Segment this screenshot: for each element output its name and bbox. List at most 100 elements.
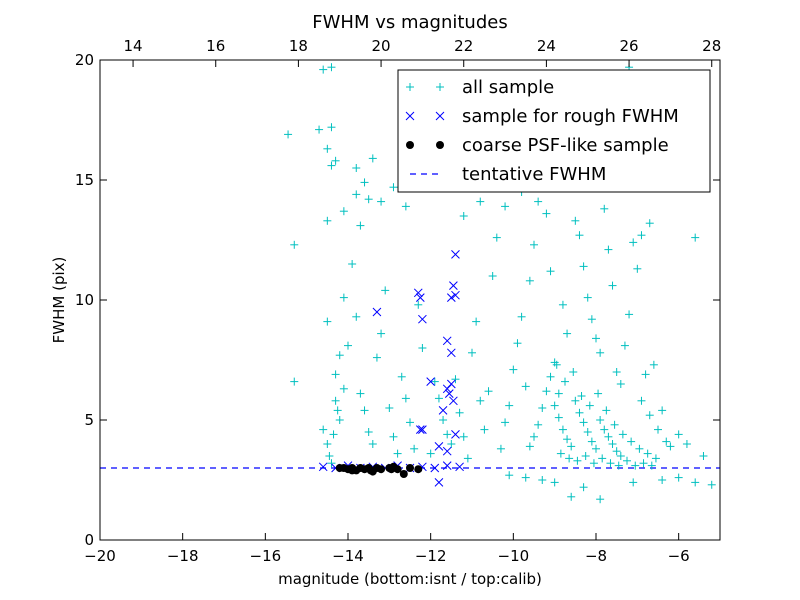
legend-item-1: sample for rough FWHM [405,106,679,127]
all-sample-point-168 [561,377,569,386]
all-sample-point-119 [501,202,510,211]
all-sample-point-1 [290,240,299,249]
all-sample-point-64 [480,425,489,434]
legend-marker-b-1 [435,111,445,121]
rough-fwhm-point-9-b [430,463,440,473]
all-sample-point-29 [335,416,344,424]
all-sample-point-101 [633,264,642,273]
all-sample-point-132 [550,478,559,487]
all-sample-point-153 [583,428,592,436]
all-sample-point-158 [604,432,613,441]
all-sample-point-107 [658,406,667,415]
rough-fwhm-point-20-b [442,336,452,346]
all-sample-point-26 [331,370,340,379]
rough-fwhm-point-26-b [449,396,458,406]
all-sample-point-32 [339,293,348,302]
legend-marker-b-1-b [435,111,445,121]
all-sample-point-30 [339,384,348,393]
all-sample-point-22 [325,452,334,460]
all-sample-point-179 [651,454,660,463]
all-sample-point-37 [364,428,373,436]
rough-fwhm-point-32-b [434,478,444,487]
all-sample-point-73 [517,312,526,321]
all-sample-point-68 [496,444,505,453]
all-sample-point-83 [558,300,567,309]
all-sample-point-87 [575,231,584,240]
rough-fwhm-point-31-b [451,430,460,439]
all-sample-point-184 [589,459,598,468]
legend-label-0: all sample [462,77,554,98]
all-sample-point-12 [364,195,373,204]
all-sample-point-38 [368,440,377,448]
all-sample-point-62 [472,317,481,326]
rough-fwhm-point-11 [455,462,464,472]
all-sample-point-66 [488,272,497,280]
all-sample-point-165 [538,404,547,412]
all-sample-point-146 [554,413,563,422]
all-sample-point-155 [592,444,600,453]
all-sample-point-105 [649,360,658,369]
x-tick-label-6: −8 [585,547,607,565]
legend-box [397,69,711,193]
legend-marker-a-1 [405,111,415,121]
all-sample-point-17 [323,216,332,225]
legend-marker-b-0 [436,83,444,91]
rough-fwhm-point-29-b [434,442,444,451]
all-sample-point-112 [691,233,700,242]
all-sample-point-59 [459,432,468,441]
all-sample-point-92 [596,348,605,357]
all-sample-point-102 [637,396,646,405]
psf-like-point-9 [377,465,386,474]
all-sample-point-138 [707,480,716,489]
psf-like-point-18 [368,467,377,476]
rough-fwhm-point-31 [451,430,460,439]
rough-fwhm-point-20 [442,336,452,346]
all-sample-point-151 [575,408,584,417]
all-sample-point-182 [573,456,582,465]
all-sample-point-111 [682,440,691,448]
top-tick-label-4: 22 [454,37,473,55]
all-sample-point-106 [654,425,662,434]
rough-fwhm-point-30-b [442,446,452,456]
all-sample-point-166 [546,372,555,381]
psf-like-point-14 [406,464,414,472]
all-sample-point-28 [333,406,342,415]
all-sample-point-54 [439,416,448,424]
all-sample-point-35 [356,389,365,398]
rough-fwhm-point-29 [434,442,444,451]
all-sample-point-27 [335,351,344,360]
rough-fwhm-point-16 [451,250,460,259]
all-sample-point-190 [639,459,648,468]
rough-fwhm-point-24 [446,379,456,389]
all-sample-point-24 [329,430,338,439]
legend-marker-a-1-b [405,111,415,121]
all-sample-point-162 [534,420,543,429]
all-sample-point-142 [538,476,547,484]
all-sample-point-140 [674,473,683,482]
all-sample-point-149 [567,442,576,451]
all-sample-point-137 [658,476,667,484]
all-sample-point-145 [550,401,559,410]
all-sample-point-23 [327,459,336,468]
x-tick-label-2: −16 [250,547,282,565]
all-sample-point-10 [368,154,377,163]
all-sample-point-91 [592,334,600,343]
rough-fwhm-point-27 [438,406,448,415]
all-sample-point-136 [629,478,638,487]
rough-fwhm-point-14-b [415,293,425,302]
all-sample-point-69 [501,418,510,427]
all-sample-point-161 [616,452,625,460]
all-sample-point-123 [389,183,398,192]
all-sample-point-5 [327,123,336,132]
rough-fwhm-point-18-b [446,293,456,302]
x-tick-label-3: −14 [332,547,364,565]
all-sample-point-100 [629,238,638,247]
all-sample-point-90 [587,315,596,324]
all-sample-point-191 [647,461,656,470]
rough-fwhm-point-0-b [318,462,328,472]
rough-fwhm-point-27-b [438,406,448,415]
all-sample-point-180 [556,449,565,458]
all-sample-point-134 [596,495,605,504]
all-sample-point-188 [623,456,631,465]
legend-item-0: all sample [406,77,554,98]
